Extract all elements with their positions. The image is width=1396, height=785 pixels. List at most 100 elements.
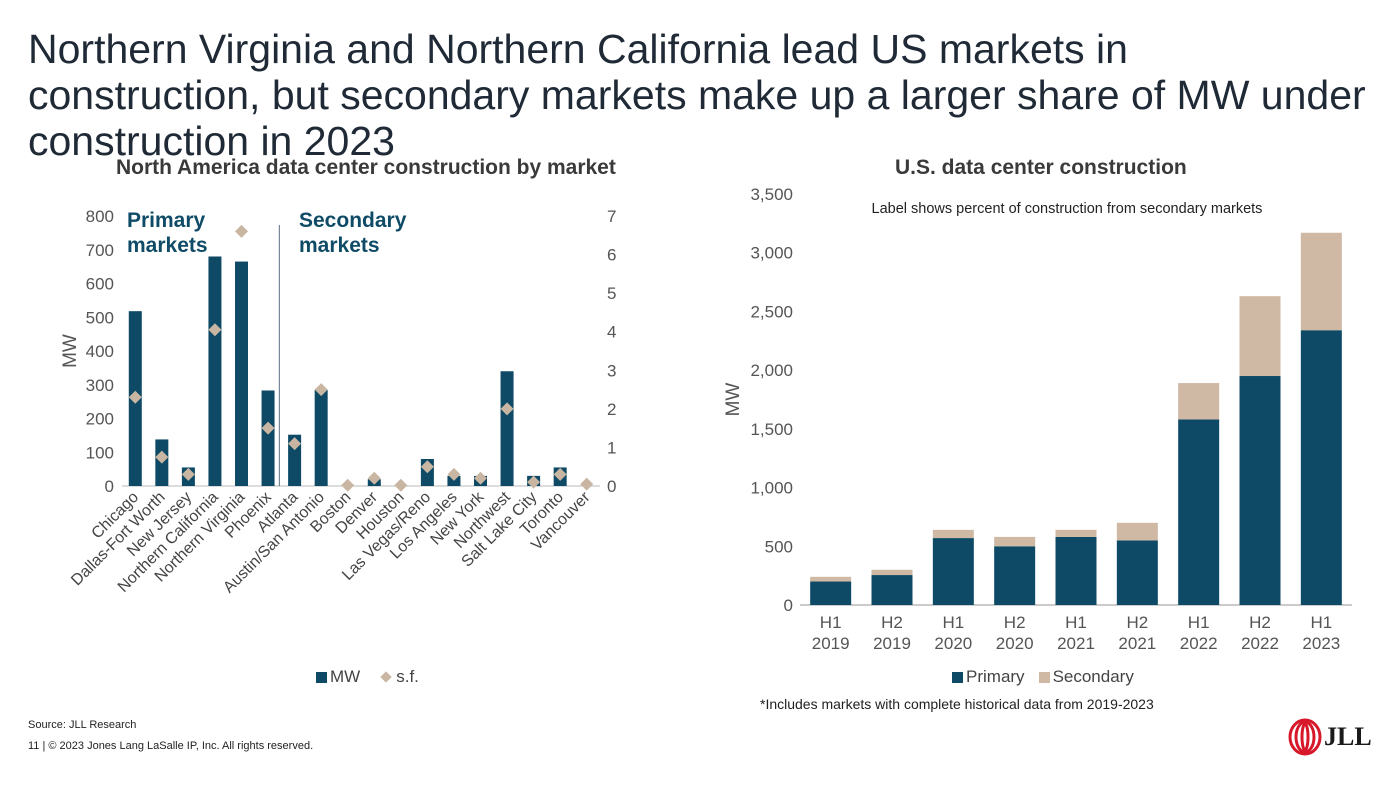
y-axis-label: MW bbox=[723, 383, 744, 417]
point-sf bbox=[155, 450, 169, 464]
x-tick-label-half: H1 bbox=[1065, 613, 1087, 632]
point-sf bbox=[235, 224, 248, 238]
jll-flame-icon bbox=[1288, 718, 1322, 756]
bar-secondary bbox=[1055, 529, 1097, 537]
us-construction-chart: Label shows percent of construction from… bbox=[723, 185, 1352, 653]
y-tick-label: 0 bbox=[784, 596, 793, 615]
x-tick-label-year: 2020 bbox=[934, 634, 972, 653]
y2-tick-label: 5 bbox=[607, 284, 616, 303]
x-tick-label-half: H1 bbox=[1188, 613, 1210, 632]
y-tick-label: 2,500 bbox=[750, 302, 793, 321]
y2-tick-label: 6 bbox=[607, 246, 616, 265]
point-sf bbox=[208, 323, 222, 337]
bar-secondary bbox=[1300, 232, 1342, 331]
bar-primary bbox=[1300, 330, 1342, 605]
copyright-note: 11 | © 2023 Jones Lang LaSalle IP, Inc. … bbox=[28, 740, 314, 752]
point-sf bbox=[447, 467, 461, 481]
x-tick-label-year: 2023 bbox=[1302, 634, 1340, 653]
bar-secondary bbox=[932, 529, 974, 539]
y-tick-label: 3,000 bbox=[750, 244, 793, 263]
bar-primary bbox=[994, 546, 1036, 605]
y-tick-label: 400 bbox=[86, 342, 114, 361]
point-sf bbox=[128, 390, 142, 404]
x-tick-label-half: H2 bbox=[1004, 613, 1026, 632]
y2-tick-label: 0 bbox=[607, 477, 616, 496]
x-tick-label-half: H2 bbox=[881, 613, 903, 632]
bar-primary bbox=[810, 581, 852, 605]
y-tick-label: 1,500 bbox=[750, 420, 793, 439]
y2-tick-label: 4 bbox=[607, 323, 616, 342]
point-sf bbox=[288, 437, 302, 451]
slide-title: Northern Virginia and Northern Californi… bbox=[28, 26, 1366, 164]
y-axis-label: MW bbox=[60, 334, 81, 368]
bar-primary bbox=[1239, 376, 1281, 605]
bar-mw bbox=[500, 371, 514, 486]
point-sf bbox=[527, 475, 541, 489]
x-tick-label-half: H2 bbox=[1249, 613, 1271, 632]
legend-primary-swatch bbox=[952, 671, 963, 683]
bar-mw bbox=[208, 256, 222, 486]
x-tick-label-half: H1 bbox=[820, 613, 842, 632]
y2-tick-label: 3 bbox=[607, 361, 616, 380]
point-sf bbox=[420, 460, 434, 474]
bar-secondary bbox=[1178, 383, 1220, 420]
bar-secondary bbox=[1116, 522, 1158, 541]
bar-secondary bbox=[871, 569, 913, 576]
legend-sf-diamond bbox=[380, 671, 392, 683]
x-tick-label-year: 2022 bbox=[1241, 634, 1279, 653]
y-tick-label: 1,000 bbox=[750, 479, 793, 498]
right-chart-title: U.S. data center construction bbox=[895, 156, 1187, 179]
x-tick-label-year: 2019 bbox=[873, 634, 911, 653]
bar-secondary bbox=[994, 536, 1036, 547]
x-tick-label-year: 2019 bbox=[812, 634, 850, 653]
bar-primary bbox=[1178, 419, 1220, 605]
y-tick-label: 700 bbox=[86, 241, 114, 260]
left-chart-legend: MW s.f. bbox=[316, 667, 419, 687]
bar-primary bbox=[1116, 540, 1158, 605]
legend-mw-swatch bbox=[316, 671, 327, 683]
y-tick-label: 300 bbox=[86, 376, 114, 395]
x-tick-label-year: 2022 bbox=[1180, 634, 1218, 653]
bar-mw bbox=[314, 389, 328, 486]
y-tick-label: 100 bbox=[86, 443, 114, 462]
bar-primary bbox=[932, 538, 974, 605]
y-tick-label: 500 bbox=[86, 308, 114, 327]
bar-mw bbox=[235, 261, 248, 486]
legend-sf-label: s.f. bbox=[396, 667, 419, 686]
market-construction-chart: 0 100 200 300 400 500 600 700 800 0 1 2 3 4 5 6 7 MW Prima… bbox=[60, 207, 616, 596]
point-sf bbox=[341, 478, 355, 492]
y-tick-label: 600 bbox=[86, 275, 114, 294]
bar-mw bbox=[447, 475, 461, 486]
point-sf bbox=[314, 383, 328, 397]
x-tick-label-half: H1 bbox=[942, 613, 964, 632]
footnote: *Includes markets with complete historic… bbox=[760, 696, 1154, 712]
point-sf bbox=[261, 421, 275, 435]
y-tick-label: 2,000 bbox=[750, 361, 793, 380]
y2-tick-label: 2 bbox=[607, 400, 616, 419]
right-chart-legend: Primary Secondary bbox=[952, 667, 1134, 687]
point-sf bbox=[367, 471, 381, 485]
legend-secondary-label: Secondary bbox=[1052, 667, 1134, 686]
point-sf bbox=[474, 471, 487, 485]
bar-secondary bbox=[1239, 296, 1281, 377]
y-tick-label: 200 bbox=[86, 410, 114, 429]
chart-subtitle: Label shows percent of construction from… bbox=[872, 201, 1263, 217]
y-tick-label: 3,500 bbox=[750, 185, 793, 204]
legend-mw-label: MW bbox=[330, 667, 361, 686]
left-chart-title: North America data center construction b… bbox=[116, 156, 616, 179]
x-tick-label-year: 2020 bbox=[996, 634, 1034, 653]
x-tick-label-year: 2021 bbox=[1118, 634, 1156, 653]
point-sf bbox=[181, 467, 195, 481]
bar-mw bbox=[261, 390, 275, 486]
point-sf bbox=[580, 477, 594, 491]
primary-markets-label: markets bbox=[127, 234, 208, 257]
bar-primary bbox=[871, 575, 913, 605]
bar-primary bbox=[1055, 536, 1097, 605]
x-tick-label-half: H2 bbox=[1126, 613, 1148, 632]
point-sf bbox=[394, 478, 408, 492]
legend-primary-label: Primary bbox=[966, 667, 1025, 686]
legend-secondary-swatch bbox=[1038, 671, 1050, 683]
x-tick-label-year: 2021 bbox=[1057, 634, 1095, 653]
secondary-markets-label: Secondary bbox=[299, 209, 407, 232]
bar-secondary bbox=[810, 576, 852, 582]
